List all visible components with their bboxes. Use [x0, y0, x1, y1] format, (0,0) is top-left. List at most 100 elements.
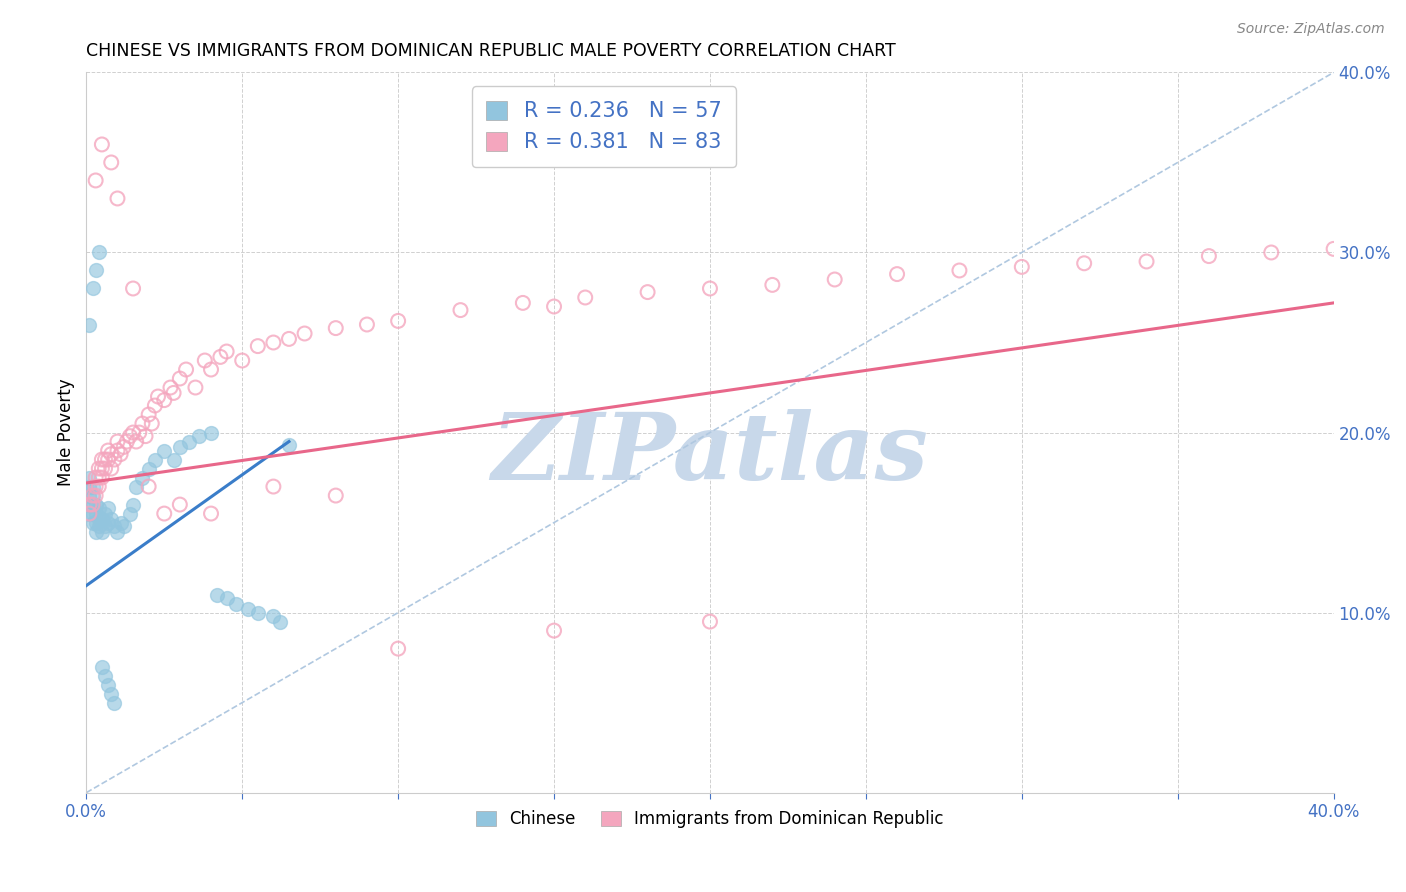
- Point: [100, 461, 122, 475]
- Point: [94, 519, 117, 533]
- Point: [1260, 245, 1282, 260]
- Point: [238, 602, 260, 616]
- Point: [278, 332, 301, 346]
- Point: [115, 434, 138, 449]
- Point: [94, 507, 117, 521]
- Point: [103, 696, 125, 710]
- Point: [97, 516, 120, 530]
- Point: [138, 408, 160, 422]
- Point: [200, 507, 222, 521]
- Point: [87, 470, 110, 484]
- Point: [125, 479, 148, 493]
- Point: [278, 438, 301, 452]
- Text: ZIPatlas: ZIPatlas: [492, 409, 928, 500]
- Point: [1323, 242, 1346, 256]
- Point: [246, 606, 269, 620]
- Point: [82, 489, 104, 503]
- Point: [118, 429, 141, 443]
- Point: [107, 191, 129, 205]
- Point: [97, 678, 120, 692]
- Point: [97, 501, 120, 516]
- Point: [512, 296, 534, 310]
- Point: [107, 434, 129, 449]
- Point: [886, 267, 908, 281]
- Point: [84, 507, 107, 521]
- Point: [90, 512, 112, 526]
- Point: [387, 314, 409, 328]
- Point: [138, 461, 160, 475]
- Point: [82, 489, 104, 503]
- Point: [87, 501, 110, 516]
- Point: [574, 291, 596, 305]
- Point: [128, 425, 150, 440]
- Point: [387, 641, 409, 656]
- Point: [82, 281, 104, 295]
- Point: [153, 507, 176, 521]
- Point: [294, 326, 316, 341]
- Point: [90, 452, 112, 467]
- Point: [325, 321, 347, 335]
- Point: [761, 277, 783, 292]
- Point: [84, 479, 107, 493]
- Point: [262, 609, 284, 624]
- Point: [79, 498, 101, 512]
- Point: [543, 624, 565, 638]
- Point: [94, 668, 117, 682]
- Point: [82, 507, 104, 521]
- Point: [143, 452, 166, 467]
- Point: [143, 399, 166, 413]
- Point: [325, 489, 347, 503]
- Point: [246, 339, 269, 353]
- Point: [79, 318, 101, 332]
- Point: [118, 507, 141, 521]
- Point: [159, 380, 181, 394]
- Point: [269, 615, 291, 629]
- Point: [94, 452, 117, 467]
- Point: [84, 524, 107, 539]
- Text: CHINESE VS IMMIGRANTS FROM DOMINICAN REPUBLIC MALE POVERTY CORRELATION CHART: CHINESE VS IMMIGRANTS FROM DOMINICAN REP…: [86, 42, 896, 60]
- Point: [103, 519, 125, 533]
- Point: [122, 425, 145, 440]
- Point: [90, 470, 112, 484]
- Point: [169, 498, 191, 512]
- Point: [84, 489, 107, 503]
- Point: [79, 479, 101, 493]
- Point: [79, 507, 101, 521]
- Point: [107, 524, 129, 539]
- Point: [87, 245, 110, 260]
- Point: [94, 461, 117, 475]
- Point: [90, 137, 112, 152]
- Point: [112, 519, 135, 533]
- Point: [87, 461, 110, 475]
- Point: [90, 461, 112, 475]
- Point: [125, 434, 148, 449]
- Point: [824, 272, 846, 286]
- Point: [153, 443, 176, 458]
- Point: [90, 659, 112, 673]
- Point: [122, 281, 145, 295]
- Point: [207, 588, 229, 602]
- Legend: Chinese, Immigrants from Dominican Republic: Chinese, Immigrants from Dominican Repub…: [470, 804, 950, 835]
- Point: [122, 498, 145, 512]
- Point: [100, 155, 122, 169]
- Point: [153, 393, 176, 408]
- Point: [637, 285, 659, 299]
- Point: [141, 417, 163, 431]
- Point: [162, 386, 184, 401]
- Point: [110, 516, 132, 530]
- Point: [79, 507, 101, 521]
- Point: [112, 440, 135, 454]
- Point: [200, 425, 222, 440]
- Point: [1011, 260, 1033, 274]
- Point: [543, 300, 565, 314]
- Point: [100, 447, 122, 461]
- Point: [1135, 254, 1157, 268]
- Point: [699, 615, 721, 629]
- Point: [84, 498, 107, 512]
- Point: [262, 335, 284, 350]
- Point: [84, 516, 107, 530]
- Point: [194, 353, 217, 368]
- Point: [82, 498, 104, 512]
- Point: [162, 452, 184, 467]
- Point: [262, 479, 284, 493]
